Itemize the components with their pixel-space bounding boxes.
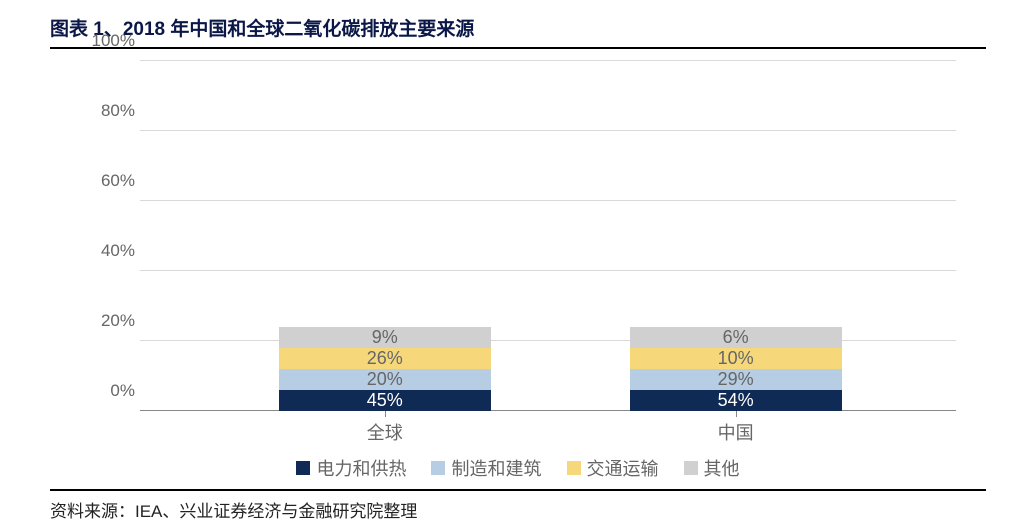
bar-value-label: 26% bbox=[367, 348, 403, 369]
bar-segment-power: 45% bbox=[279, 390, 491, 411]
legend-swatch bbox=[684, 461, 698, 475]
legend-label: 其他 bbox=[704, 455, 740, 481]
plot-region: 100% 80% 60% 40% 20% 0% 9% 26% 20% 45% bbox=[140, 61, 956, 411]
legend-item-other: 其他 bbox=[684, 455, 740, 481]
y-tick-label: 80% bbox=[80, 101, 135, 121]
category-label: 中国 bbox=[630, 411, 842, 445]
legend-item-transport: 交通运输 bbox=[567, 455, 659, 481]
legend-label: 电力和供热 bbox=[316, 455, 406, 481]
bar-segment-power: 54% bbox=[630, 390, 842, 411]
bar-stack: 9% 26% 20% 45% bbox=[279, 327, 491, 411]
legend-label: 交通运输 bbox=[587, 455, 659, 481]
bar-group-global: 9% 26% 20% 45% 全球 bbox=[279, 61, 491, 411]
bar-segment-manufacturing: 20% bbox=[279, 369, 491, 390]
y-tick-label: 0% bbox=[80, 381, 135, 401]
source-note: 资料来源：IEA、兴业证券经济与金融研究院整理 bbox=[50, 489, 986, 524]
bar-value-label: 45% bbox=[367, 390, 403, 411]
bar-segment-other: 6% bbox=[630, 327, 842, 348]
bar-value-label: 54% bbox=[718, 390, 754, 411]
figure-title: 图表 1、2018 年中国和全球二氧化碳排放主要来源 bbox=[50, 10, 986, 49]
y-tick-label: 20% bbox=[80, 311, 135, 331]
bar-stack: 6% 10% 29% 54% bbox=[630, 327, 842, 411]
bar-group-china: 6% 10% 29% 54% 中国 bbox=[630, 61, 842, 411]
bar-segment-other: 9% bbox=[279, 327, 491, 348]
bar-value-label: 29% bbox=[718, 369, 754, 390]
bar-segment-transport: 10% bbox=[630, 348, 842, 369]
legend-swatch bbox=[431, 461, 445, 475]
bar-segment-manufacturing: 29% bbox=[630, 369, 842, 390]
legend: 电力和供热 制造和建筑 交通运输 其他 bbox=[50, 455, 986, 481]
bar-value-label: 6% bbox=[723, 327, 749, 348]
y-tick-label: 60% bbox=[80, 171, 135, 191]
category-label: 全球 bbox=[279, 411, 491, 445]
bar-value-label: 20% bbox=[367, 369, 403, 390]
legend-label: 制造和建筑 bbox=[451, 455, 541, 481]
legend-item-manufacturing: 制造和建筑 bbox=[431, 455, 541, 481]
legend-item-power: 电力和供热 bbox=[296, 455, 406, 481]
figure-container: 图表 1、2018 年中国和全球二氧化碳排放主要来源 100% 80% 60% … bbox=[0, 0, 1016, 531]
legend-swatch bbox=[567, 461, 581, 475]
bar-value-label: 9% bbox=[372, 327, 398, 348]
bar-segment-transport: 26% bbox=[279, 348, 491, 369]
chart-area: 100% 80% 60% 40% 20% 0% 9% 26% 20% 45% bbox=[100, 61, 966, 441]
y-tick-label: 40% bbox=[80, 241, 135, 261]
legend-swatch bbox=[296, 461, 310, 475]
bar-value-label: 10% bbox=[718, 348, 754, 369]
y-tick-label: 100% bbox=[80, 31, 135, 51]
